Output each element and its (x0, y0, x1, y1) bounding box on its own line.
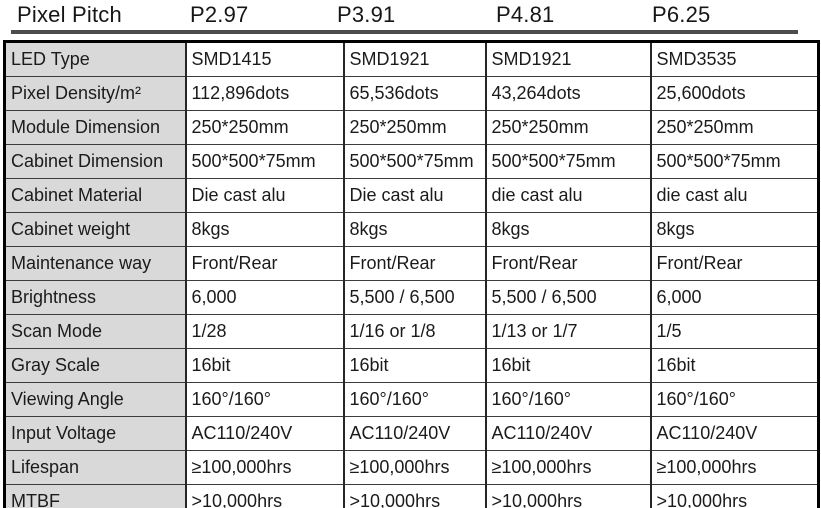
cell: 1/5 (649, 314, 820, 349)
cell: 6,000 (649, 280, 820, 315)
cell: >10,000hrs (484, 484, 652, 508)
cell: 500*500*75mm (649, 144, 820, 179)
column-header-p4-81: P4.81 (496, 2, 555, 27)
row-label: Input Voltage (3, 416, 187, 451)
table-row: Module Dimension 250*250mm 250*250mm 250… (3, 110, 820, 145)
table-row: MTBF >10,000hrs >10,000hrs >10,000hrs >1… (3, 484, 820, 508)
cell: 160°/160° (184, 382, 345, 417)
table-row: Cabinet Material Die cast alu Die cast a… (3, 178, 820, 213)
cell: 1/16 or 1/8 (342, 314, 487, 349)
column-header-p2-97: P2.97 (190, 2, 249, 27)
cell: 6,000 (184, 280, 345, 315)
row-label: Brightness (3, 280, 187, 315)
cell: 25,600dots (649, 76, 820, 111)
spec-table: LED Type SMD1415 SMD1921 SMD1921 SMD3535… (3, 40, 820, 508)
cell: 160°/160° (649, 382, 820, 417)
cell: Die cast alu (342, 178, 487, 213)
cell: 8kgs (649, 212, 820, 247)
row-label: Scan Mode (3, 314, 187, 349)
cell: 65,536dots (342, 76, 487, 111)
table-row: Gray Scale 16bit 16bit 16bit 16bit (3, 348, 820, 383)
table-row: LED Type SMD1415 SMD1921 SMD1921 SMD3535 (3, 41, 820, 77)
cell: 43,264dots (484, 76, 652, 111)
row-label: Gray Scale (3, 348, 187, 383)
cell: 8kgs (484, 212, 652, 247)
row-label: MTBF (3, 484, 187, 508)
cell: ≥100,000hrs (649, 450, 820, 485)
cell: 1/28 (184, 314, 345, 349)
cell: 5,500 / 6,500 (342, 280, 487, 315)
cell: Front/Rear (342, 246, 487, 281)
cell: 250*250mm (649, 110, 820, 145)
cell: 250*250mm (484, 110, 652, 145)
cell: SMD1921 (484, 41, 652, 77)
cell: Die cast alu (184, 178, 345, 213)
cell: SMD1921 (342, 41, 487, 77)
row-label: Viewing Angle (3, 382, 187, 417)
table-row: Scan Mode 1/28 1/16 or 1/8 1/13 or 1/7 1… (3, 314, 820, 349)
table-row: Cabinet Dimension 500*500*75mm 500*500*7… (3, 144, 820, 179)
cell: 250*250mm (342, 110, 487, 145)
cell: 1/13 or 1/7 (484, 314, 652, 349)
header-underline (11, 30, 798, 34)
cell: 16bit (184, 348, 345, 383)
cell: SMD3535 (649, 41, 820, 77)
table-row: Brightness 6,000 5,500 / 6,500 5,500 / 6… (3, 280, 820, 315)
table-row: Pixel Density/m² 112,896dots 65,536dots … (3, 76, 820, 111)
cell: AC110/240V (649, 416, 820, 451)
cell: Front/Rear (649, 246, 820, 281)
cell: >10,000hrs (649, 484, 820, 508)
row-label: Cabinet weight (3, 212, 187, 247)
cell: 8kgs (342, 212, 487, 247)
table-header: Pixel Pitch P2.97 P3.91 P4.81 P6.25 (0, 0, 821, 38)
cell: AC110/240V (342, 416, 487, 451)
table-row: Maintenance way Front/Rear Front/Rear Fr… (3, 246, 820, 281)
cell: 500*500*75mm (342, 144, 487, 179)
cell: >10,000hrs (342, 484, 487, 508)
cell: AC110/240V (484, 416, 652, 451)
row-label: Maintenance way (3, 246, 187, 281)
cell: ≥100,000hrs (342, 450, 487, 485)
cell: 16bit (342, 348, 487, 383)
table-row: Input Voltage AC110/240V AC110/240V AC11… (3, 416, 820, 451)
cell: 5,500 / 6,500 (484, 280, 652, 315)
cell: 8kgs (184, 212, 345, 247)
row-label: Cabinet Dimension (3, 144, 187, 179)
cell: AC110/240V (184, 416, 345, 451)
cell: ≥100,000hrs (484, 450, 652, 485)
cell: 160°/160° (484, 382, 652, 417)
cell: SMD1415 (184, 41, 345, 77)
cell: 500*500*75mm (484, 144, 652, 179)
cell: 16bit (649, 348, 820, 383)
column-header-p6-25: P6.25 (652, 2, 711, 27)
row-label: LED Type (3, 41, 187, 77)
cell: 500*500*75mm (184, 144, 345, 179)
table-row: Viewing Angle 160°/160° 160°/160° 160°/1… (3, 382, 820, 417)
row-label: Pixel Density/m² (3, 76, 187, 111)
row-label: Module Dimension (3, 110, 187, 145)
cell: ≥100,000hrs (184, 450, 345, 485)
table-row: Cabinet weight 8kgs 8kgs 8kgs 8kgs (3, 212, 820, 247)
cell: die cast alu (649, 178, 820, 213)
page-title: Pixel Pitch (17, 2, 122, 27)
row-label: Lifespan (3, 450, 187, 485)
cell: >10,000hrs (184, 484, 345, 508)
cell: 160°/160° (342, 382, 487, 417)
row-label: Cabinet Material (3, 178, 187, 213)
spec-table-body: LED Type SMD1415 SMD1921 SMD1921 SMD3535… (3, 41, 820, 508)
cell: 16bit (484, 348, 652, 383)
cell: Front/Rear (184, 246, 345, 281)
cell: die cast alu (484, 178, 652, 213)
cell: Front/Rear (484, 246, 652, 281)
table-row: Lifespan ≥100,000hrs ≥100,000hrs ≥100,00… (3, 450, 820, 485)
cell: 250*250mm (184, 110, 345, 145)
cell: 112,896dots (184, 76, 345, 111)
column-header-p3-91: P3.91 (337, 2, 396, 27)
